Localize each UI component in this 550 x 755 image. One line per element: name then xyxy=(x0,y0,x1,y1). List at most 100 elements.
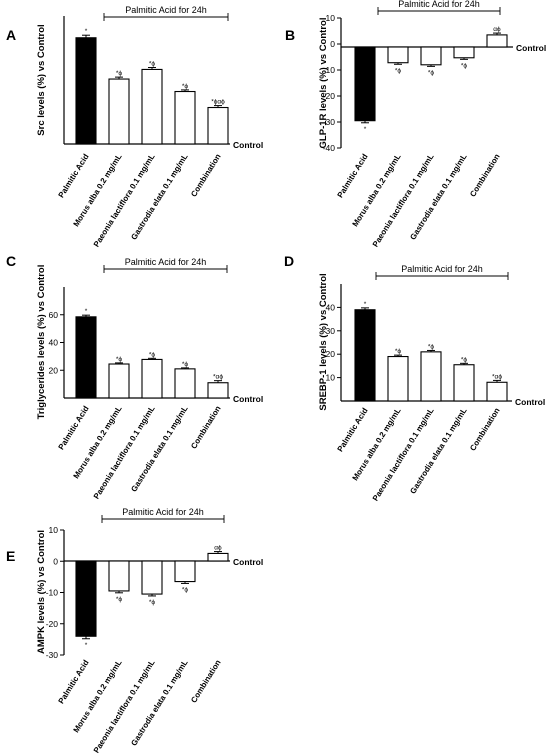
bar xyxy=(141,358,163,399)
bar xyxy=(108,363,130,399)
control-label: Control xyxy=(233,394,263,404)
panel-letter: A xyxy=(6,27,16,43)
y-axis-label: Triglycerides levels (%) vs Control xyxy=(36,265,47,420)
x-tick-label: Paeonia lactiflora 0.1 mg/mL xyxy=(92,404,157,500)
significance-label: *αϕ xyxy=(492,373,502,380)
y-tick-label: -20 xyxy=(323,91,336,101)
control-label: Control xyxy=(516,43,546,53)
significance-label: *ϕ xyxy=(428,343,435,350)
bar xyxy=(75,37,97,145)
bar xyxy=(420,351,442,402)
bar xyxy=(354,46,376,122)
y-tick-label: 60 xyxy=(49,310,59,320)
significance-label: *ϕ xyxy=(116,356,123,363)
significance-label: *ϕ xyxy=(149,351,156,358)
bar xyxy=(453,46,475,59)
y-tick-label: 10 xyxy=(326,13,336,23)
x-tick-label: Gastrodia elata 0.1 mg/mL xyxy=(129,152,189,241)
bar xyxy=(486,381,508,402)
bar xyxy=(207,382,229,399)
significance-label: *ϕ xyxy=(428,69,435,76)
significance-label: *ϕ xyxy=(182,361,189,368)
y-tick-label: 20 xyxy=(49,365,59,375)
significance-label: *ϕαϕ xyxy=(211,99,225,106)
x-tick-label: Combination xyxy=(189,658,223,704)
x-tick-label: Palmitic Acid xyxy=(336,152,370,199)
y-tick-label: 0 xyxy=(53,556,58,566)
treatment-label: Palmitic Acid for 24h xyxy=(398,0,480,9)
y-axis-label: SREBP-1 levels (%) vs Control xyxy=(318,273,329,410)
y-tick-label: -30 xyxy=(323,117,336,127)
significance-label: * xyxy=(85,28,88,35)
y-axis-label: Src levels (%) vs Control xyxy=(36,24,47,135)
bar xyxy=(420,46,442,66)
control-label: Control xyxy=(515,397,545,407)
significance-label: *ϕ xyxy=(182,83,189,90)
bar xyxy=(108,78,130,145)
y-tick-label: 0 xyxy=(330,39,335,49)
treatment-label: Palmitic Acid for 24h xyxy=(125,257,207,267)
y-tick-label: 30 xyxy=(326,326,336,336)
bar xyxy=(387,46,409,64)
treatment-label: Palmitic Acid for 24h xyxy=(125,5,207,15)
panel-letter: C xyxy=(6,253,16,269)
significance-label: *αϕ xyxy=(213,374,223,381)
control-label: Control xyxy=(233,557,263,567)
x-tick-label: Gastrodia elata 0.1 mg/mL xyxy=(129,658,189,747)
y-tick-label: -10 xyxy=(323,65,336,75)
y-tick-label: 40 xyxy=(326,302,336,312)
x-tick-label: Paeonia lactiflora 0.1 mg/mL xyxy=(92,152,157,248)
x-tick-label: Combination xyxy=(468,406,502,452)
x-tick-label: Gastrodia elata 0.1 mg/mL xyxy=(129,404,189,493)
panel-letter: E xyxy=(6,548,15,564)
x-tick-label: Combination xyxy=(189,404,223,450)
bar xyxy=(354,309,376,402)
significance-label: *ϕ xyxy=(116,70,123,77)
y-tick-label: 10 xyxy=(49,525,59,535)
x-tick-label: Paeonia lactiflora 0.1 mg/mL xyxy=(371,152,436,248)
chart-panel-e: E AMPK levels (%) vs Control 10 0 -10 -20 -30 C… xyxy=(6,507,263,755)
y-tick-label: -40 xyxy=(323,143,336,153)
y-tick-label: 40 xyxy=(49,338,59,348)
y-axis-label: AMPK levels (%) vs Control xyxy=(36,530,47,654)
significance-label: * xyxy=(364,301,367,308)
bar xyxy=(453,364,475,402)
chart-panel-c: C Triglycerides levels (%) vs Control 60 40… xyxy=(6,253,263,501)
bar xyxy=(75,560,97,637)
bar xyxy=(207,552,229,562)
y-axis-label: GLP-1R levels (%) vs Control xyxy=(318,18,329,149)
significance-label: * xyxy=(364,126,367,133)
x-tick-label: Gastrodia elata 0.1 mg/mL xyxy=(408,406,468,495)
bar xyxy=(141,560,163,595)
y-tick-label: -20 xyxy=(46,619,59,629)
x-tick-label: Combination xyxy=(189,152,223,198)
chart-panel-a: A Src levels (%) vs Control Control Palmiti… xyxy=(6,5,263,249)
x-tick-label: Palmitic Acid xyxy=(336,406,370,453)
bar xyxy=(75,316,97,399)
bar xyxy=(174,560,196,583)
significance-label: *ϕ xyxy=(182,586,189,593)
treatment-label: Palmitic Acid for 24h xyxy=(401,264,483,274)
significance-label: * xyxy=(85,642,88,649)
significance-label: * xyxy=(85,308,88,315)
significance-label: αϕ xyxy=(214,545,222,552)
bar xyxy=(141,68,163,145)
y-tick-label: 20 xyxy=(326,349,336,359)
x-tick-label: Palmitic Acid xyxy=(57,152,91,199)
significance-label: *ϕ xyxy=(395,67,402,74)
significance-label: *ϕ xyxy=(461,62,468,69)
y-tick-label: 10 xyxy=(326,373,336,383)
control-label: Control xyxy=(233,140,263,150)
x-tick-label: Paeonia lactiflora 0.1 mg/mL xyxy=(371,406,436,502)
significance-label: *ϕ xyxy=(149,61,156,68)
bar xyxy=(174,368,196,399)
x-tick-label: Combination xyxy=(468,152,502,198)
x-tick-label: Gastrodia elata 0.1 mg/mL xyxy=(408,152,468,241)
significance-label: *ϕ xyxy=(149,599,156,606)
x-tick-label: Palmitic Acid xyxy=(57,404,91,451)
x-tick-label: Paeonia lactiflora 0.1 mg/mL xyxy=(92,658,157,754)
bar xyxy=(486,34,508,48)
bar xyxy=(108,560,130,592)
bar xyxy=(207,106,229,145)
